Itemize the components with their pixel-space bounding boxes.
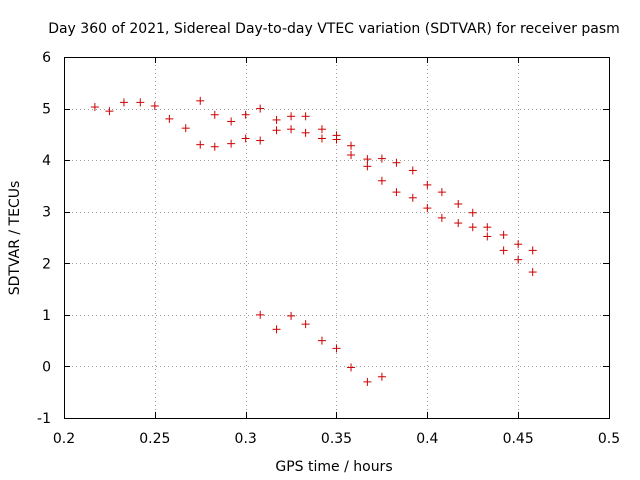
data-point (301, 112, 310, 121)
data-point (499, 230, 508, 239)
x-tick-labels: 0.2 0.25 0.3 0.35 0.4 0.45 0.5 (53, 431, 620, 447)
y-tick-label: 3 (42, 205, 51, 221)
data-point (514, 240, 523, 249)
data-point (227, 117, 236, 126)
data-point (377, 154, 386, 163)
data-point (227, 139, 236, 148)
data-point (136, 98, 145, 107)
data-point (423, 204, 432, 213)
data-point (528, 268, 537, 277)
data-point (272, 325, 281, 334)
data-point (196, 96, 205, 105)
y-tick-label: 5 (42, 102, 51, 118)
data-point (287, 125, 296, 134)
grid (64, 57, 609, 418)
y-tick-label: 2 (42, 256, 51, 272)
data-point (437, 213, 446, 222)
data-point (317, 336, 326, 345)
data-point (301, 128, 310, 137)
x-tick-label: 0.5 (598, 431, 620, 447)
data-point (105, 107, 114, 116)
data-point (210, 110, 219, 119)
data-point (454, 219, 463, 228)
ticks (64, 57, 610, 419)
data-point (347, 150, 356, 159)
data-point (287, 112, 296, 121)
data-point (377, 372, 386, 381)
data-point (499, 246, 508, 255)
y-axis-label: SDTVAR / TECUs (7, 181, 23, 296)
x-tick-label: 0.35 (321, 431, 352, 447)
data-point (317, 125, 326, 134)
data-point (256, 136, 265, 145)
data-point (483, 232, 492, 241)
data-point (468, 208, 477, 217)
data-point (332, 135, 341, 144)
data-point (90, 103, 99, 112)
y-tick-labels: -1 0 1 2 3 4 5 6 (37, 50, 51, 427)
data-point (514, 255, 523, 264)
y-tick-label: -1 (37, 411, 51, 427)
data-point (181, 124, 190, 133)
data-point (347, 363, 356, 372)
data-point (392, 188, 401, 197)
data-point (377, 176, 386, 185)
x-tick-label: 0.25 (139, 431, 170, 447)
data-point (287, 311, 296, 320)
data-point (363, 162, 372, 171)
chart-title: Day 360 of 2021, Sidereal Day-to-day VTE… (48, 21, 620, 37)
x-tick-label: 0.3 (235, 431, 257, 447)
data-point (454, 199, 463, 208)
data-point (392, 158, 401, 167)
y-tick-label: 0 (42, 359, 51, 375)
data-point (408, 193, 417, 202)
data-point (332, 344, 341, 353)
y-tick-label: 6 (42, 50, 51, 66)
data-point (468, 223, 477, 232)
data-point (272, 126, 281, 135)
data-point (150, 101, 159, 110)
data-point (256, 104, 265, 113)
y-tick-label: 4 (42, 153, 51, 169)
data-point (165, 114, 174, 123)
data-point (408, 166, 417, 175)
data-point (423, 180, 432, 189)
data-point (363, 155, 372, 164)
data-point (317, 134, 326, 143)
data-point (256, 310, 265, 319)
x-axis-label: GPS time / hours (275, 459, 392, 475)
data-point (241, 134, 250, 143)
y-tick-label: 1 (42, 308, 51, 324)
data-point (528, 246, 537, 255)
data-point (347, 141, 356, 150)
data-point (437, 188, 446, 197)
data-points (90, 96, 537, 386)
data-point (272, 115, 281, 124)
data-point (119, 98, 128, 107)
data-point (301, 320, 310, 329)
data-point (483, 223, 492, 232)
data-point (210, 142, 219, 151)
data-point (363, 377, 372, 386)
x-tick-label: 0.45 (503, 431, 534, 447)
data-point (196, 140, 205, 149)
data-point (241, 110, 250, 119)
x-tick-label: 0.2 (53, 431, 75, 447)
x-tick-label: 0.4 (416, 431, 438, 447)
